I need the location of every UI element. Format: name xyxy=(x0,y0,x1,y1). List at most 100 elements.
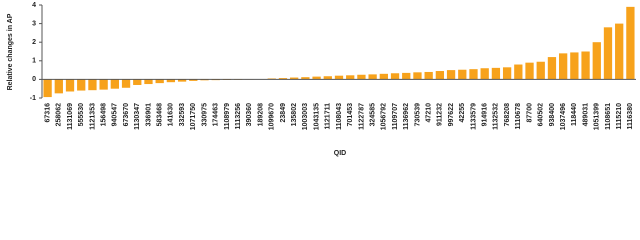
x-tick-label: 997622 xyxy=(448,103,455,126)
bar xyxy=(435,71,445,80)
x-tick-label: 1003003 xyxy=(302,103,309,130)
x-axis-label: QID xyxy=(334,150,346,157)
y-tick-label: -1 xyxy=(30,95,36,102)
bar xyxy=(110,79,119,89)
x-tick-label: 1108043 xyxy=(336,103,343,130)
x-tick-label: 47210 xyxy=(426,103,433,123)
y-tick-label: 2 xyxy=(32,39,36,46)
x-tick-label: 555530 xyxy=(78,103,85,126)
x-tick-label: 1136962 xyxy=(403,103,410,130)
x-tick-label: 914916 xyxy=(482,103,489,126)
x-tick-label: 1043135 xyxy=(313,103,320,130)
x-tick-label: 67316 xyxy=(44,103,51,123)
x-tick-label: 1116380 xyxy=(627,103,634,130)
bar xyxy=(99,79,108,90)
x-tick-label: 174463 xyxy=(213,103,220,126)
bar xyxy=(424,71,433,80)
chart: Relative changes in AP QID -1 0 1 2 3 4 67316 2… xyxy=(7,2,636,157)
x-tick-label: 1133579 xyxy=(470,103,477,130)
bar xyxy=(323,76,332,80)
x-tick-label: 489031 xyxy=(582,103,589,126)
bar xyxy=(301,77,310,80)
bar xyxy=(615,23,624,80)
x-tick-label: 1130347 xyxy=(134,103,141,130)
bar xyxy=(334,75,344,80)
bar xyxy=(278,78,288,80)
x-tick-label: 1071750 xyxy=(190,103,197,130)
bar xyxy=(357,74,366,80)
x-tick-label: 1122787 xyxy=(358,103,365,130)
bar xyxy=(189,79,198,81)
bar xyxy=(43,79,52,98)
bar xyxy=(155,79,164,84)
bar xyxy=(491,67,501,80)
x-tick-label: 1056792 xyxy=(381,103,388,130)
x-tick-label: 1113256 xyxy=(235,103,242,130)
bar xyxy=(603,27,613,80)
y-tick-label: 0 xyxy=(32,76,36,83)
x-tick-label: 135802 xyxy=(291,103,298,126)
bar xyxy=(413,72,422,80)
x-tick-label: 87700 xyxy=(526,103,533,123)
y-tick-label: 1 xyxy=(32,58,36,65)
bar xyxy=(88,79,97,91)
x-tick-label: 940547 xyxy=(112,103,119,126)
x-tick-label: 156498 xyxy=(100,103,107,126)
x-tick-label: 1109707 xyxy=(392,103,399,130)
bar xyxy=(166,79,176,83)
x-tick-label: 141630 xyxy=(168,103,175,126)
bar xyxy=(446,70,456,80)
bar xyxy=(346,75,355,80)
x-tick-label: 911232 xyxy=(437,103,444,126)
bar xyxy=(536,61,545,80)
bar xyxy=(379,73,388,80)
x-tick-label: 1110678 xyxy=(515,103,522,130)
bar xyxy=(581,51,590,80)
x-tick-label: 332593 xyxy=(179,103,186,126)
bar xyxy=(177,79,187,82)
bar xyxy=(133,79,142,85)
x-tick-label: 390360 xyxy=(246,103,253,126)
x-tick-label: 1115210 xyxy=(616,103,623,130)
bar xyxy=(592,42,601,80)
bar xyxy=(54,79,63,94)
x-tick-label: 701453 xyxy=(347,103,354,126)
x-tick-label: 23849 xyxy=(280,103,287,123)
y-tick-label: 4 xyxy=(32,2,36,9)
x-tick-label: 583468 xyxy=(157,103,164,126)
x-tick-label: 1108979 xyxy=(224,103,231,130)
x-tick-label: 189208 xyxy=(257,103,264,126)
x-tick-label: 938400 xyxy=(549,103,556,126)
bar xyxy=(144,79,153,85)
x-tick-label: 324585 xyxy=(369,103,376,126)
bar xyxy=(547,57,557,80)
x-tick-label: 1132532 xyxy=(493,103,500,130)
bar xyxy=(570,52,579,80)
x-tick-label: 1037496 xyxy=(560,103,567,130)
bar xyxy=(290,77,299,80)
bar xyxy=(626,6,635,80)
bar xyxy=(121,79,131,88)
bar xyxy=(312,76,321,80)
x-tick-label: 330975 xyxy=(201,103,208,126)
x-tick-label: 42255 xyxy=(459,103,466,123)
x-tick-label: 673670 xyxy=(123,103,130,126)
bar xyxy=(458,69,467,80)
x-tick-label: 1121353 xyxy=(89,103,96,130)
x-tick-label: 1099670 xyxy=(269,103,276,130)
bar xyxy=(65,79,75,92)
bar xyxy=(368,74,377,80)
bar xyxy=(480,68,489,80)
x-tick-label: 118440 xyxy=(571,103,578,126)
y-axis-label: Relative changes in AP xyxy=(7,13,14,90)
y-tick-label: 3 xyxy=(32,20,36,27)
x-tick-label: 730539 xyxy=(414,103,421,126)
x-tick-label: 1051399 xyxy=(594,103,601,130)
x-tick-label: 1121711 xyxy=(325,103,332,130)
bar xyxy=(402,72,411,80)
bar xyxy=(525,62,534,80)
x-tick-label: 258062 xyxy=(56,103,63,126)
bar xyxy=(502,67,512,80)
x-tick-label: 640502 xyxy=(538,103,545,126)
bar xyxy=(77,79,86,91)
